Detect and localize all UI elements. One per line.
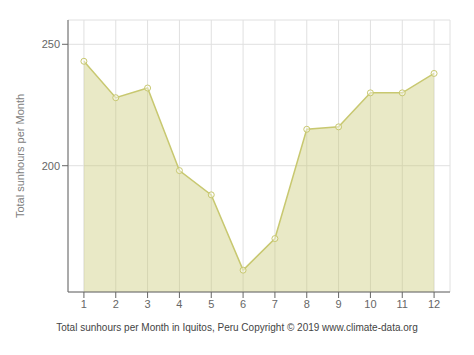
svg-text:7: 7 bbox=[272, 298, 278, 310]
svg-text:250: 250 bbox=[42, 38, 60, 50]
svg-text:4: 4 bbox=[176, 298, 182, 310]
svg-text:2: 2 bbox=[113, 298, 119, 310]
svg-text:11: 11 bbox=[397, 298, 408, 310]
svg-text:6: 6 bbox=[240, 298, 246, 310]
svg-text:5: 5 bbox=[208, 298, 214, 310]
svg-text:10: 10 bbox=[364, 298, 376, 310]
svg-text:Total sunhours per Month: Total sunhours per Month bbox=[14, 94, 26, 218]
svg-text:1: 1 bbox=[81, 298, 87, 310]
html-text:Total sunhours per Month in Iq: Total sunhours per Month in Iquitos, Per… bbox=[56, 322, 418, 333]
svg-text:3: 3 bbox=[145, 298, 151, 310]
svg-text:12: 12 bbox=[428, 298, 440, 310]
svg-text:8: 8 bbox=[304, 298, 310, 310]
svg-text:9: 9 bbox=[336, 298, 342, 310]
svg-text:200: 200 bbox=[42, 160, 60, 172]
